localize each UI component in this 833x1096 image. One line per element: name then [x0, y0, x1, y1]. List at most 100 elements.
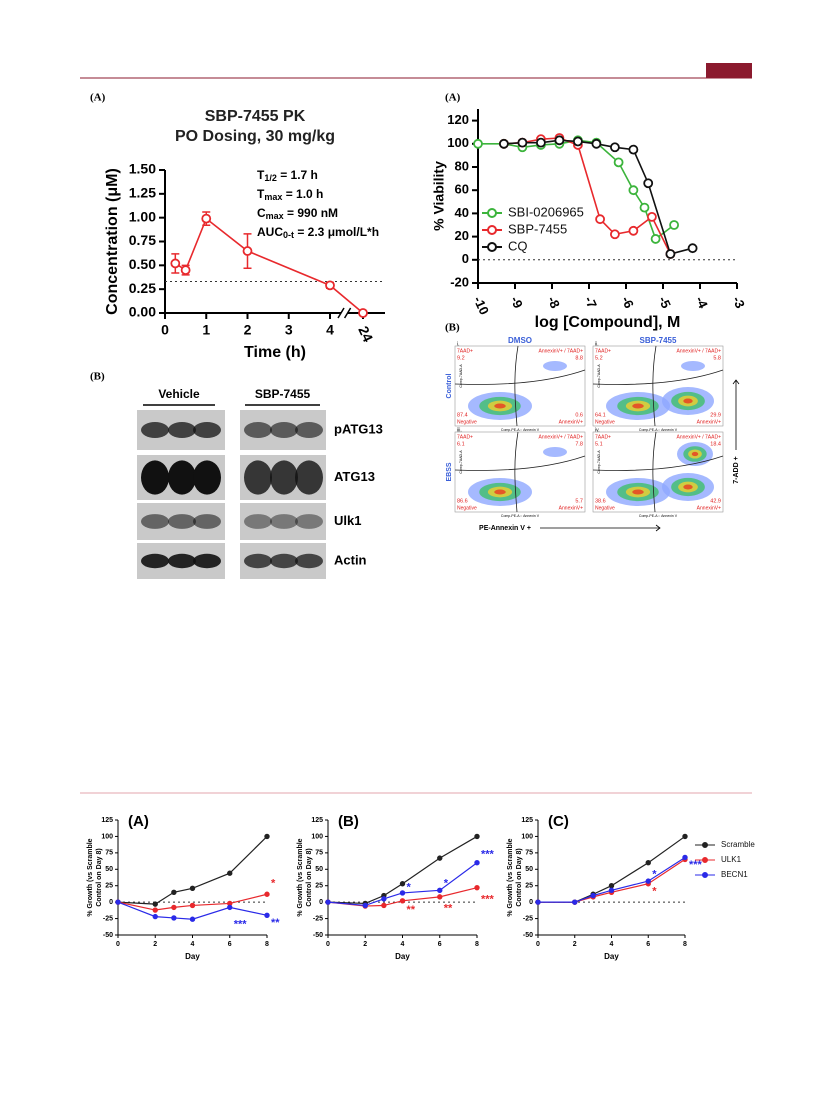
group-label: SBP-7455 [255, 387, 311, 401]
quadrant-name: Negative [457, 505, 477, 511]
gate-line [514, 345, 519, 427]
annotation-rest: = 1.0 h [282, 187, 323, 201]
y-tick-label: 125 [521, 817, 533, 824]
quadrant-value: 29.9 [710, 412, 721, 418]
gate-line [514, 431, 519, 513]
y-tick-label: 100 [101, 833, 113, 840]
data-point [517, 137, 528, 148]
annotation: ** [444, 903, 453, 915]
series-line [117, 901, 268, 920]
data-point [358, 308, 368, 318]
y-tick-label: 50 [315, 866, 323, 873]
legend-label: BECN1 [721, 870, 748, 879]
y-tick-label: 50 [105, 866, 113, 873]
blot-band [141, 514, 169, 529]
gate-line [592, 369, 724, 385]
blot-band [141, 460, 169, 495]
x-axis-label: Time (h) [244, 344, 306, 361]
y-tick-label: 0 [462, 251, 469, 266]
data-point [362, 902, 368, 909]
y-axis-label: % Growth (vs Scramble [297, 838, 304, 916]
data-point [650, 234, 661, 244]
x-tick-label: 2 [244, 322, 252, 338]
x-tick-label: 6 [228, 941, 232, 948]
quadrant-value: 9.2 [457, 355, 465, 361]
header-block [706, 63, 752, 78]
quadrant-name: AnnexinV+ / 7AAD+ [539, 348, 584, 354]
annotation-sub: max [266, 211, 284, 221]
chart-subtitle: PO Dosing, 30 mg/kg [175, 128, 335, 145]
data-point [180, 265, 191, 276]
panel-x-label: Comp-PE-A :: Annexin V [501, 514, 540, 518]
data-point [264, 891, 270, 897]
y-tick-label: 25 [315, 883, 323, 890]
flow-y-arrow [732, 379, 740, 450]
series-line [327, 862, 478, 907]
data-point [152, 913, 158, 920]
annotation: * [271, 878, 276, 890]
y-axis-label: Concentration (μM) [104, 168, 121, 315]
panel-x-label: Comp-PE-A :: Annexin V [639, 428, 678, 432]
data-point [115, 899, 121, 905]
quadrant-name: AnnexinV+ [559, 505, 583, 511]
y-tick-label: 50 [525, 866, 533, 873]
group-label: Vehicle [158, 387, 200, 401]
y-tick-label: -50 [313, 932, 323, 939]
flow-x-axis: PE-Annexin V + [479, 525, 531, 532]
x-axis-label: Day [604, 952, 619, 961]
y-tick-label: 0 [529, 899, 533, 906]
blot-band [168, 553, 196, 569]
quadrant-value: 38.6 [595, 498, 606, 504]
quadrant-name: 7AAD+ [457, 434, 473, 440]
data-point [264, 833, 270, 840]
x-tick-label: 0 [326, 941, 330, 948]
data-point [189, 885, 196, 892]
y-tick-label: 1.00 [129, 208, 156, 224]
y-tick-label: 100 [447, 135, 469, 150]
quadrant-name: Negative [595, 419, 615, 425]
annotation-sub: 1/2 [264, 173, 277, 183]
annotation-rest: = 1.7 h [277, 168, 318, 182]
cell-density [683, 398, 693, 404]
x-tick-label: 2 [573, 941, 577, 948]
column-label: DMSO [508, 336, 532, 345]
y-tick-label: -50 [103, 932, 113, 939]
annotation: *** [689, 859, 703, 871]
quadrant-name: 7AAD+ [595, 434, 611, 440]
chart-title: (B) [338, 813, 359, 830]
blot-band [193, 460, 221, 495]
y-tick-label: 100 [311, 833, 323, 840]
annotation: *** [234, 918, 248, 930]
annotation-main: T [257, 168, 265, 182]
x-tick-label: 8 [475, 941, 479, 948]
chart-title: SBP-7455 PK [205, 108, 306, 125]
series-line [327, 835, 478, 905]
panel-id: i. [457, 341, 460, 347]
row-label: EBSS [446, 462, 453, 481]
y-tick-label: 25 [525, 883, 533, 890]
x-tick-label: -8 [544, 294, 562, 311]
legend-marker [702, 872, 708, 878]
quadrant-value: 5.8 [713, 355, 721, 361]
blot-band [193, 514, 221, 529]
cell-density [494, 489, 506, 495]
cell-density [683, 484, 693, 490]
panel-x-label: Comp-PE-A :: Annexin V [501, 428, 540, 432]
gate-line [454, 369, 586, 385]
quadrant-value: 18.4 [710, 441, 721, 447]
chart-title: (C) [548, 813, 569, 830]
data-point [639, 202, 650, 213]
gate-line [652, 431, 657, 513]
data-point [399, 881, 406, 887]
annotation: ** [407, 904, 416, 916]
data-point [608, 883, 615, 889]
gate-line [652, 345, 657, 427]
flow-y-axis: 7-ADD + [733, 456, 740, 483]
y-tick-label: 1.50 [129, 161, 156, 177]
data-point [152, 901, 158, 907]
chart-title: (A) [128, 813, 149, 830]
quadrant-name: AnnexinV+ [697, 505, 721, 511]
data-point [628, 185, 639, 196]
blot-band [193, 553, 221, 569]
